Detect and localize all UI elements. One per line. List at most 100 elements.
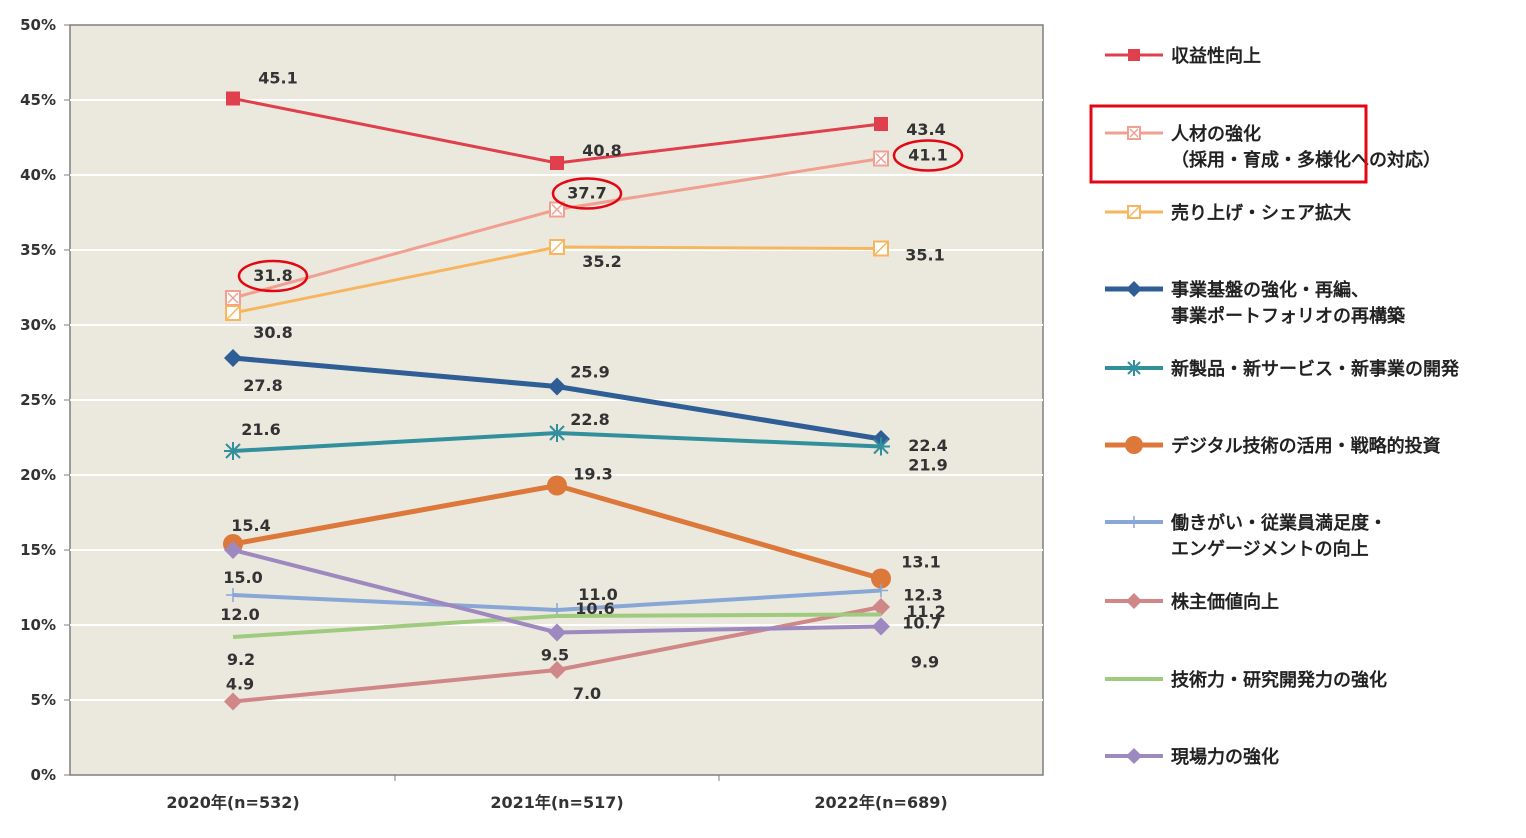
legend-label-line: （採用・育成・多様化への対応） <box>1171 149 1441 171</box>
series-line <box>232 612 882 639</box>
data-label: 4.9 <box>226 675 254 694</box>
legend-label: 売り上げ・シェア拡大 <box>1171 202 1351 224</box>
y-tick-label: 45% <box>20 91 56 109</box>
legend-label-line: 現場力の強化 <box>1171 746 1279 768</box>
legend-item-6: 働きがい・従業員満足度・エンゲージメントの向上 <box>1105 512 1387 560</box>
data-label: 11.2 <box>906 602 945 621</box>
data-label: 19.3 <box>573 465 612 484</box>
diamond-marker <box>224 541 242 559</box>
series-8 <box>232 612 882 639</box>
diamond-marker <box>1126 281 1142 297</box>
data-label: 35.1 <box>905 246 944 265</box>
circle-marker <box>871 568 891 589</box>
data-label: 10.7 <box>902 614 941 633</box>
y-tick-label: 5% <box>31 691 56 709</box>
y-tick-label: 50% <box>20 16 56 34</box>
diamond-marker <box>548 623 566 642</box>
legend-label: 現場力の強化 <box>1171 746 1279 768</box>
marker-hatch <box>551 203 563 216</box>
y-tick-label: 35% <box>20 241 56 259</box>
diamond-marker <box>548 377 566 396</box>
diamond-marker <box>1126 748 1142 764</box>
axes: 0% 5% 10% 15% 20% 25% 30% 35% 40% 45% 50% 2020年(n=5… <box>20 16 948 812</box>
marker-hatch <box>873 240 889 257</box>
legend-item-0: 収益性向上 <box>1105 45 1261 67</box>
data-label: 12.0 <box>220 605 259 624</box>
legend-label: デジタル技術の活用・戦略的投資 <box>1171 435 1441 457</box>
y-tick-label: 25% <box>20 391 56 409</box>
series-6 <box>226 583 888 617</box>
data-label: 43.4 <box>906 120 945 139</box>
highlight-circle <box>551 177 623 210</box>
square-marker <box>1128 49 1140 61</box>
square-marker <box>874 117 888 131</box>
highlight-circle <box>237 259 309 293</box>
data-label: 31.8 <box>253 266 292 285</box>
series-9 <box>224 541 890 642</box>
diamond-marker <box>872 598 890 616</box>
data-label: 9.2 <box>227 650 255 669</box>
data-label: 21.9 <box>908 456 947 475</box>
data-label: 21.6 <box>241 420 280 439</box>
legend-label-line: 事業ポートフォリオの再構築 <box>1171 305 1406 327</box>
series-layer <box>223 91 891 711</box>
legend-label-line: 人材の強化 <box>1171 123 1261 145</box>
y-tick-label: 15% <box>20 541 56 559</box>
data-label: 13.1 <box>901 553 940 572</box>
legend-label: 人材の強化 （採用・育成・多様化への対応） <box>1171 123 1441 171</box>
legend-label-line: 働きがい・従業員満足度・ <box>1170 512 1387 534</box>
y-tick-label: 30% <box>20 316 56 334</box>
diamond-marker <box>224 349 242 367</box>
legend-item-9: 現場力の強化 <box>1105 746 1279 768</box>
data-label: 40.8 <box>582 141 621 160</box>
diamond-marker <box>872 617 890 636</box>
legend-label-line: 収益性向上 <box>1171 45 1261 67</box>
series-2 <box>225 239 889 321</box>
data-label: 25.9 <box>570 363 609 382</box>
marker-hatch <box>225 305 241 321</box>
series-1 <box>225 150 889 306</box>
x-tick-label: 2021年(n=517) <box>490 793 623 812</box>
data-label: 10.6 <box>575 599 614 618</box>
legend-item-1: 人材の強化 （採用・育成・多様化への対応） <box>1089 104 1441 184</box>
diamond-marker <box>1126 593 1142 609</box>
data-label: 22.4 <box>908 436 947 455</box>
legend-label: 新製品・新サービス・新事業の開発 <box>1171 358 1460 380</box>
legend-label-line: 株主価値向上 <box>1171 591 1279 613</box>
series-3 <box>224 349 890 448</box>
legend-label-line: 事業基盤の強化・再編、 <box>1171 279 1369 301</box>
legend-item-7: 株主価値向上 <box>1105 591 1279 613</box>
data-label: 12.3 <box>903 586 942 605</box>
marker-hatch <box>227 292 239 304</box>
circle-marker <box>1125 436 1143 454</box>
legend-label-line: デジタル技術の活用・戦略的投資 <box>1171 435 1441 457</box>
legend-label: 株主価値向上 <box>1171 591 1279 613</box>
data-label: 41.1 <box>908 146 947 165</box>
legend-item-4: 新製品・新サービス・新事業の開発 <box>1105 358 1460 380</box>
y-tick-label: 10% <box>20 616 56 634</box>
y-tick-label: 20% <box>20 466 56 484</box>
x-tick-label: 2020年(n=532) <box>166 793 299 812</box>
data-label: 9.5 <box>541 646 569 665</box>
legend-label: 事業基盤の強化・再編、事業ポートフォリオの再構築 <box>1171 279 1406 327</box>
diamond-marker <box>548 661 566 679</box>
data-label: 15.4 <box>231 516 270 535</box>
data-label: 22.8 <box>570 410 609 429</box>
legend-label: 働きがい・従業員満足度・エンゲージメントの向上 <box>1170 512 1387 560</box>
square-marker <box>550 156 564 170</box>
marker-hatch <box>1129 128 1139 138</box>
data-label: 7.0 <box>573 684 601 703</box>
legend-label-line: 新製品・新サービス・新事業の開発 <box>1171 358 1460 380</box>
legend-item-2: 売り上げ・シェア拡大 <box>1105 202 1351 224</box>
y-tick-label: 40% <box>20 166 56 184</box>
legend-label: 収益性向上 <box>1171 45 1261 67</box>
x-tick-label: 2022年(n=689) <box>814 793 947 812</box>
data-labels: 45.1 40.8 43.4 31.8 37.7 41.1 30.8 35.2 35.1 27.8… <box>220 69 964 703</box>
highlight-circle <box>892 139 964 172</box>
legend-item-5: デジタル技術の活用・戦略的投資 <box>1105 435 1441 457</box>
marker-hatch <box>549 239 565 255</box>
y-tick-label: 0% <box>31 766 56 784</box>
marker-hatch <box>1127 205 1141 219</box>
